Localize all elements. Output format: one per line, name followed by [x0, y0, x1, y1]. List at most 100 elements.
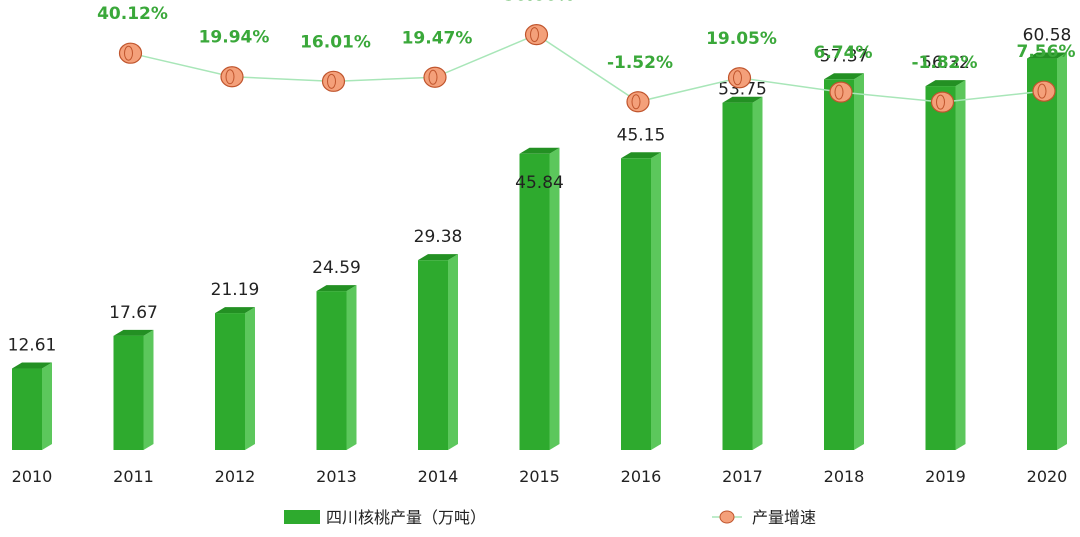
growth-marker-shell-2017	[727, 67, 752, 89]
bar-2015	[519, 147, 560, 450]
bar-side-2019	[955, 80, 966, 450]
x-tick-2011: 2011	[113, 467, 154, 486]
growth-marker-2013	[321, 70, 346, 92]
growth-line-group: 40.12% 19.94% 16.01% 19.47% 56.06% -1.52% 19.0…	[97, 0, 1076, 113]
growth-line	[130, 33, 1045, 103]
bar-front-2016	[621, 158, 651, 450]
x-tick-2018: 2018	[824, 467, 865, 486]
bar-front-2017	[722, 102, 753, 450]
bar-2013	[316, 285, 357, 450]
legend-line-marker-icon	[719, 510, 735, 524]
growth-marker-inner-2013	[327, 73, 336, 89]
growth-marker-shell-2018	[829, 81, 853, 103]
bar-2019	[925, 80, 966, 450]
bar-value-label-2016: 45.15	[617, 125, 666, 145]
x-tick-2015: 2015	[519, 467, 560, 486]
growth-marker-inner-2015	[530, 27, 539, 43]
bar-front-2019	[925, 86, 956, 450]
bar-2011	[113, 329, 154, 450]
bar-value-label-2014: 29.38	[414, 227, 463, 247]
bar-2018	[824, 73, 864, 450]
bar-top-2014	[418, 254, 458, 261]
bar-side-2012	[245, 307, 255, 450]
growth-label-2014: 19.47%	[402, 28, 473, 48]
bar-top-2018	[824, 73, 864, 80]
bar-front-2020	[1027, 58, 1057, 451]
growth-marker-shell-2012	[220, 66, 244, 88]
bar-side-2016	[651, 152, 661, 450]
bar-top-2020	[1027, 52, 1067, 59]
growth-label-2019: -1.82%	[911, 53, 977, 73]
x-tick-2019: 2019	[925, 467, 966, 486]
bar-side-2017	[752, 96, 763, 450]
bar-2014	[418, 254, 458, 450]
bar-value-label-2011: 17.67	[109, 303, 158, 323]
bar-value-label-2018: 57.37	[820, 46, 869, 66]
growth-label-2020: 7.56%	[1017, 42, 1076, 62]
bar-value-label-2012: 21.19	[211, 280, 260, 300]
legend: 四川核桃产量（万吨） 产量增速	[284, 508, 816, 527]
bar-side-2015	[549, 147, 560, 450]
growth-marker-inner-2020	[1037, 83, 1047, 99]
bar-front-2014	[418, 260, 448, 450]
bars-group	[12, 52, 1067, 451]
bar-2012	[215, 307, 255, 450]
legend-bar-label: 四川核桃产量（万吨）	[326, 508, 486, 527]
bar-front-2011	[113, 335, 144, 450]
growth-marker-shell-2011	[118, 42, 143, 64]
growth-label-2015: 56.06%	[503, 0, 574, 6]
growth-marker-inner-2019	[936, 94, 945, 110]
bar-value-label-2010: 12.61	[8, 336, 57, 356]
growth-label-2016: -1.52%	[607, 53, 673, 73]
legend-line-label: 产量增速	[752, 508, 816, 527]
growth-label-2013: 16.01%	[300, 32, 371, 52]
growth-marker-2017	[727, 67, 752, 89]
bar-front-2010	[12, 368, 42, 450]
bar-top-2010	[12, 362, 52, 369]
growth-marker-inner-2012	[225, 69, 235, 85]
x-axis-ticks: 2010 2011 2012 2013 2014 2015 2016 2017 2018 2019…	[12, 467, 1068, 486]
bar-side-2014	[448, 254, 458, 450]
bar-side-2013	[346, 285, 357, 450]
bar-top-2017	[722, 96, 763, 103]
bar-top-2013	[316, 285, 357, 292]
growth-label-2018: 6.74%	[814, 43, 873, 63]
x-tick-2020: 2020	[1027, 467, 1068, 486]
legend-bar-swatch	[284, 510, 320, 524]
bar-side-2018	[854, 73, 864, 450]
bar-top-2012	[215, 307, 255, 314]
x-tick-2013: 2013	[316, 467, 357, 486]
bar-top-2011	[113, 329, 154, 336]
growth-marker-2012	[220, 66, 244, 88]
growth-marker-2020	[1032, 80, 1056, 102]
growth-marker-2018	[829, 81, 853, 103]
growth-marker-shell-2019	[930, 91, 955, 113]
bar-front-2018	[824, 79, 854, 450]
growth-label-2011: 40.12%	[97, 4, 168, 24]
bar-side-2011	[143, 329, 154, 450]
x-tick-2016: 2016	[621, 467, 662, 486]
growth-marker-inner-2011	[124, 45, 133, 61]
x-tick-2014: 2014	[418, 467, 459, 486]
growth-label-2017: 19.05%	[706, 29, 777, 49]
growth-marker-shell-2014	[423, 66, 447, 88]
x-tick-2017: 2017	[722, 467, 763, 486]
bar-side-2020	[1057, 52, 1067, 451]
bar-labels-group: 12.61 17.67 21.19 24.59 29.38 45.84 45.15 53.75…	[8, 26, 1072, 356]
bar-top-2015	[519, 147, 560, 154]
growth-marker-2015	[524, 23, 549, 46]
bar-side-2010	[42, 362, 52, 450]
bar-2020	[1027, 52, 1067, 451]
bar-value-label-2015: 45.84	[515, 173, 564, 193]
bar-value-label-2013: 24.59	[312, 258, 361, 278]
bar-2010	[12, 362, 52, 450]
x-tick-2012: 2012	[215, 467, 256, 486]
growth-marker-2014	[423, 66, 447, 88]
bar-front-2013	[316, 291, 347, 450]
growth-marker-shell-2015	[524, 23, 549, 46]
bar-2017	[722, 96, 763, 450]
growth-marker-inner-2017	[733, 70, 742, 86]
bar-top-2019	[925, 80, 966, 87]
